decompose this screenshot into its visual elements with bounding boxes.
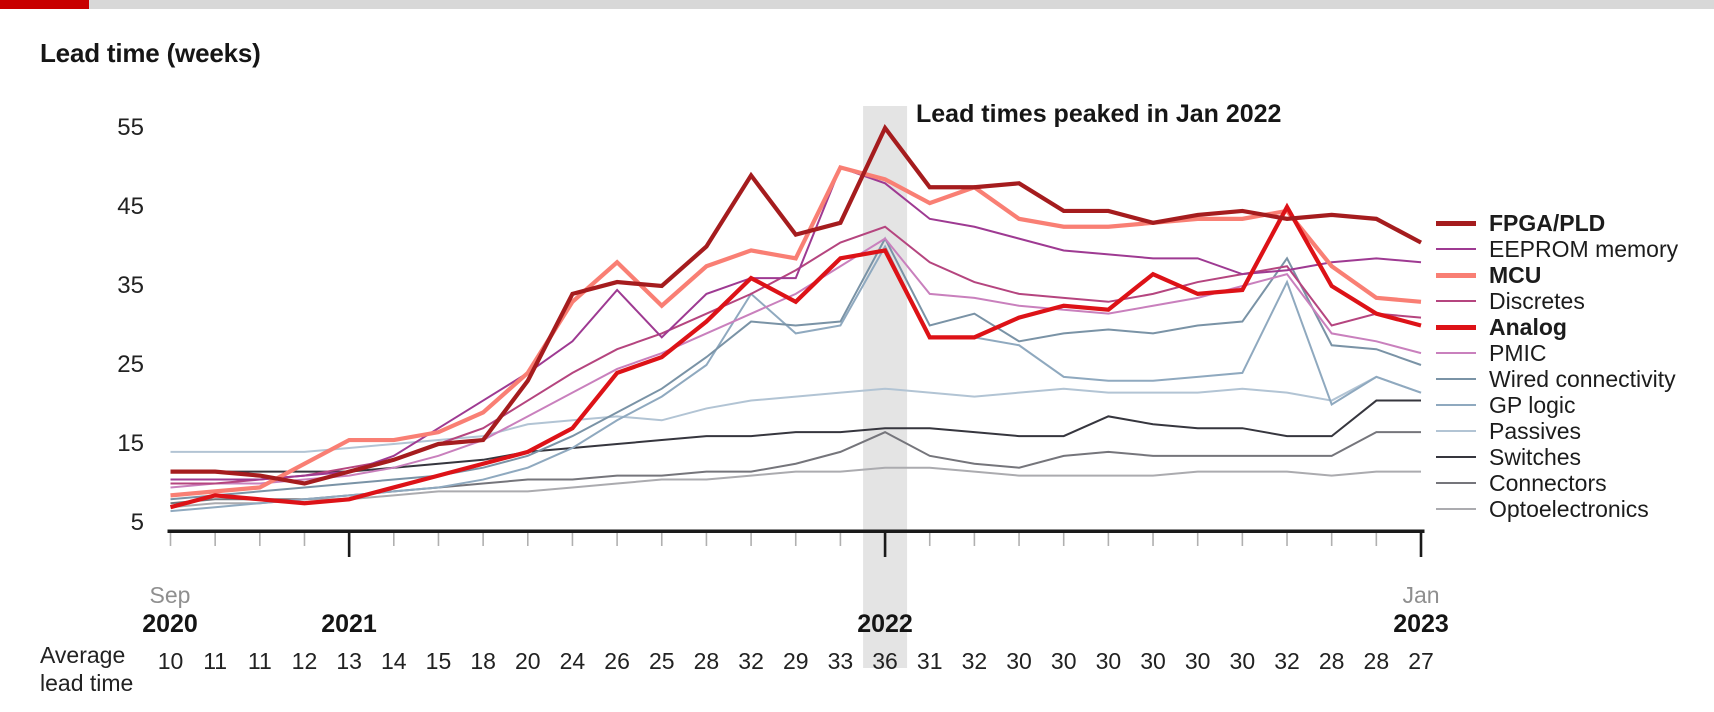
legend-item-wired-connectivity: Wired connectivity [1436, 366, 1678, 392]
legend-item-passives: Passives [1436, 418, 1678, 444]
legend-swatch-icon [1436, 272, 1476, 278]
legend-label: EEPROM memory [1489, 235, 1679, 262]
series-line-analog [169, 202, 1422, 510]
legend-label: Passives [1489, 417, 1582, 444]
legend-label: GP logic [1489, 391, 1576, 418]
average-value-feb-2021: 14 [381, 648, 407, 674]
legend-label: Analog [1489, 313, 1567, 340]
legend-item-analog: Analog [1436, 314, 1678, 340]
x-label-2021: 2021 [321, 610, 377, 638]
y-axis-label-45: 45 [117, 193, 144, 220]
y-axis-label-35: 35 [117, 272, 144, 299]
legend-label: Discretes [1489, 287, 1585, 314]
legend-label: FPGA/PLD [1489, 209, 1606, 236]
series-line-eeprom-memory [170, 166, 1422, 481]
legend-swatch-icon [1436, 507, 1476, 511]
legend: FPGA/PLD EEPROM memory MCU Discretes Analog P… [1436, 210, 1678, 522]
series-line-fpga-pld [170, 123, 1422, 486]
average-lead-time-label: Average lead time [40, 642, 134, 696]
legend-item-discretes: Discretes [1436, 288, 1678, 314]
peak-annotation: Lead times peaked in Jan 2022 [916, 100, 1282, 128]
legend-item-mcu: MCU [1436, 262, 1678, 288]
series-line-optoelectronics [170, 466, 1421, 509]
y-axis-label-25: 25 [117, 351, 144, 378]
y-axis-label-55: 55 [117, 114, 144, 141]
average-value-sep-2022: 30 [1229, 648, 1256, 674]
legend-item-gp-logic: GP logic [1436, 392, 1678, 418]
average-value-apr-2022: 30 [1006, 648, 1032, 674]
average-value-feb-2022: 31 [916, 648, 943, 674]
legend-swatch-icon [1436, 455, 1476, 459]
page-title: Lead time (weeks) [40, 38, 261, 68]
accent-bar-gray [89, 0, 1714, 9]
average-value-jul-2021: 26 [604, 648, 630, 674]
series-line-passives [170, 375, 1422, 453]
average-value-aug-2022: 30 [1184, 648, 1211, 674]
series-line-wired-connectivity [170, 236, 1422, 501]
average-value-jan-2022: 36 [872, 648, 898, 674]
legend-swatch-icon [1436, 324, 1476, 330]
legend-swatch-icon [1436, 247, 1476, 251]
highlight-band-jan-2022 [863, 106, 908, 668]
x-axis-line [167, 529, 1425, 533]
average-value-aug-2021: 25 [648, 648, 675, 674]
series-line-mcu [170, 165, 1422, 498]
x-label-2020: 2020 [142, 610, 198, 638]
average-value-jan-2021: 13 [336, 648, 362, 674]
legend-label: Optoelectronics [1489, 495, 1649, 522]
x-label-jan: Jan [1402, 582, 1440, 608]
y-axis-label-5: 5 [130, 509, 144, 536]
accent-bar-red [0, 0, 89, 9]
average-value-mar-2021: 15 [425, 648, 452, 674]
legend-swatch-icon [1436, 351, 1476, 355]
average-value-dec-2022: 28 [1363, 648, 1390, 674]
legend-label: Wired connectivity [1489, 365, 1676, 392]
x-label-sep: Sep [149, 582, 191, 608]
legend-item-optoelectronics: Optoelectronics [1436, 496, 1678, 522]
y-axis-label-15: 15 [117, 430, 144, 457]
legend-label: PMIC [1489, 339, 1547, 366]
average-value-jun-2021: 24 [559, 648, 586, 674]
average-value-nov-2020: 11 [247, 648, 272, 674]
average-value-dec-2020: 12 [291, 648, 318, 674]
legend-item-switches: Switches [1436, 444, 1678, 470]
legend-item-pmic: PMIC [1436, 340, 1678, 366]
average-value-sep-2021: 28 [693, 648, 720, 674]
x-label-2023: 2023 [1393, 610, 1449, 638]
average-value-jan-2023: 27 [1408, 648, 1434, 674]
legend-swatch-icon [1436, 377, 1476, 381]
average-value-dec-2021: 33 [827, 648, 854, 674]
average-value-nov-2022: 28 [1318, 648, 1345, 674]
x-label-2022: 2022 [857, 610, 913, 638]
legend-label: Connectors [1489, 469, 1607, 496]
legend-swatch-icon [1436, 220, 1476, 226]
legend-swatch-icon [1436, 481, 1476, 485]
average-value-jun-2022: 30 [1095, 648, 1122, 674]
average-value-oct-2020: 11 [203, 648, 228, 674]
legend-item-connectors: Connectors [1436, 470, 1678, 496]
average-value-oct-2021: 32 [738, 648, 764, 674]
legend-item-fpga-pld: FPGA/PLD [1436, 210, 1678, 236]
legend-swatch-icon [1436, 429, 1476, 433]
legend-swatch-icon [1436, 299, 1476, 303]
average-value-jul-2022: 30 [1140, 648, 1166, 674]
legend-label: MCU [1489, 261, 1542, 288]
average-value-mar-2022: 32 [961, 648, 988, 674]
average-value-sep-2020: 10 [157, 648, 184, 674]
average-value-may-2022: 30 [1050, 648, 1077, 674]
series-line-discretes [170, 225, 1422, 485]
series-line-switches [170, 399, 1421, 473]
legend-label: Switches [1489, 443, 1582, 470]
average-value-nov-2021: 29 [782, 648, 809, 674]
average-value-apr-2021: 18 [470, 648, 496, 674]
legend-swatch-icon [1436, 403, 1476, 407]
average-value-may-2021: 20 [514, 648, 541, 674]
average-value-oct-2022: 32 [1274, 648, 1300, 674]
legend-item-eeprom-memory: EEPROM memory [1436, 236, 1678, 262]
